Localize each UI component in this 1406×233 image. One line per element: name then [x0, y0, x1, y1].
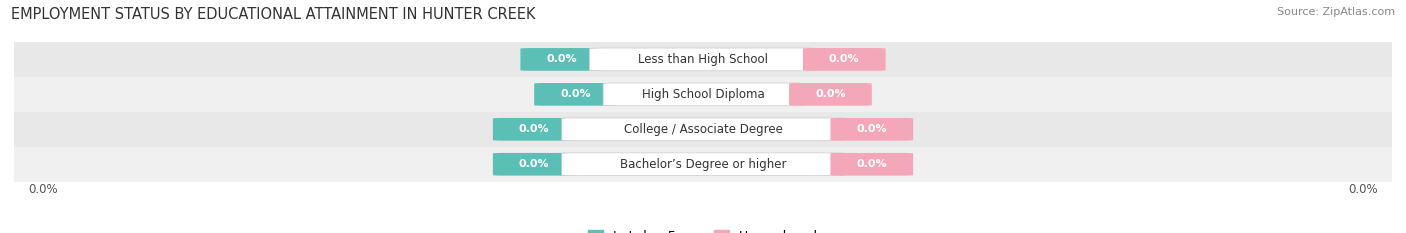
- FancyBboxPatch shape: [562, 153, 844, 176]
- Text: 0.0%: 0.0%: [560, 89, 591, 99]
- Text: 0.0%: 0.0%: [1348, 184, 1378, 196]
- FancyBboxPatch shape: [562, 118, 844, 141]
- Text: 0.0%: 0.0%: [519, 159, 550, 169]
- Bar: [14, 77, 1392, 112]
- FancyBboxPatch shape: [803, 48, 886, 71]
- Bar: [14, 42, 1392, 77]
- Text: 0.0%: 0.0%: [547, 55, 576, 64]
- FancyBboxPatch shape: [603, 83, 803, 106]
- Text: EMPLOYMENT STATUS BY EDUCATIONAL ATTAINMENT IN HUNTER CREEK: EMPLOYMENT STATUS BY EDUCATIONAL ATTAINM…: [11, 7, 536, 22]
- Text: 0.0%: 0.0%: [856, 124, 887, 134]
- Text: 0.0%: 0.0%: [815, 89, 846, 99]
- FancyBboxPatch shape: [831, 153, 912, 176]
- Bar: [14, 112, 1392, 147]
- FancyBboxPatch shape: [534, 83, 617, 106]
- Legend: In Labor Force, Unemployed: In Labor Force, Unemployed: [583, 225, 823, 233]
- Text: College / Associate Degree: College / Associate Degree: [624, 123, 782, 136]
- Text: High School Diploma: High School Diploma: [641, 88, 765, 101]
- FancyBboxPatch shape: [494, 153, 575, 176]
- Text: 0.0%: 0.0%: [856, 159, 887, 169]
- FancyBboxPatch shape: [789, 83, 872, 106]
- FancyBboxPatch shape: [831, 118, 912, 141]
- FancyBboxPatch shape: [589, 48, 817, 71]
- Bar: [14, 147, 1392, 182]
- Text: Bachelor’s Degree or higher: Bachelor’s Degree or higher: [620, 158, 786, 171]
- Text: 0.0%: 0.0%: [28, 184, 58, 196]
- Text: 0.0%: 0.0%: [830, 55, 859, 64]
- FancyBboxPatch shape: [494, 118, 575, 141]
- FancyBboxPatch shape: [520, 48, 603, 71]
- Text: Source: ZipAtlas.com: Source: ZipAtlas.com: [1277, 7, 1395, 17]
- Text: Less than High School: Less than High School: [638, 53, 768, 66]
- Text: 0.0%: 0.0%: [519, 124, 550, 134]
